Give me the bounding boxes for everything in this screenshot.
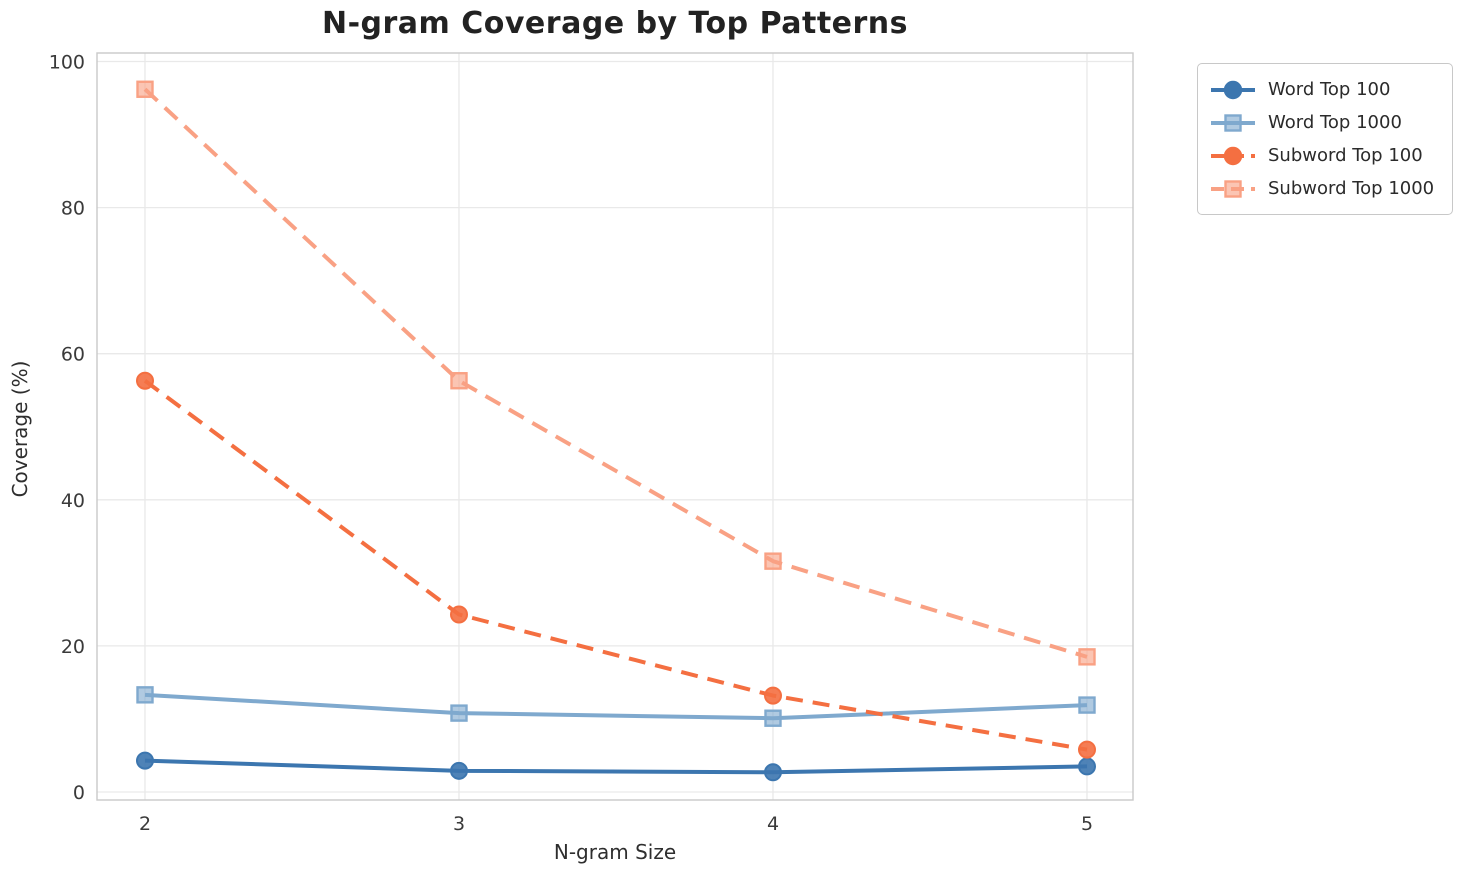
y-tick-label: 60: [61, 344, 85, 366]
y-axis-label: Coverage (%): [8, 360, 32, 498]
data-point-marker: [450, 605, 468, 624]
y-tick-label: 80: [61, 198, 85, 220]
data-point-marker: [450, 372, 468, 390]
series-line-word-top-1000: [144, 692, 1088, 721]
legend-sample-line: [1211, 146, 1255, 165]
data-point-marker: [1078, 696, 1096, 714]
legend-item-subword-top-100: Subword Top 100: [1210, 139, 1440, 172]
x-tick-label: 3: [453, 813, 465, 835]
chart-title: N-gram Coverage by Top Patterns: [321, 6, 909, 41]
data-point-marker: [136, 80, 154, 98]
legend-sample-marker: [1224, 113, 1242, 132]
legend-sample-line: [1211, 80, 1255, 99]
legend-item-word-top-100: Word Top 100: [1210, 73, 1440, 106]
legend: Word Top 100 Word Top 1000 Subword Top 100…: [1197, 63, 1453, 215]
data-point-marker: [764, 686, 782, 705]
y-tick-label: 100: [49, 52, 85, 74]
legend-item-subword-top-1000: Subword Top 1000: [1210, 172, 1440, 205]
legend-sample-line: [1211, 113, 1255, 132]
plot-frame: [96, 52, 1134, 801]
legend-sample-marker: [1223, 80, 1243, 99]
y-tick-label: 0: [73, 782, 85, 804]
data-point-marker: [136, 686, 154, 704]
data-point-marker: [764, 763, 782, 782]
x-axis-label: N-gram Size: [553, 840, 677, 864]
data-point-marker: [450, 761, 468, 780]
legend-sample-marker: [1223, 146, 1243, 165]
legend-label: Subword Top 1000: [1268, 178, 1435, 199]
data-point-marker: [136, 751, 154, 770]
data-point-marker: [136, 371, 154, 390]
data-point-marker: [764, 709, 782, 727]
legend-label: Word Top 1000: [1268, 112, 1402, 133]
legend-sample-marker: [1224, 179, 1242, 198]
y-tick-label: 20: [61, 636, 85, 658]
data-point-marker: [1078, 740, 1096, 759]
legend-sample-line: [1211, 179, 1255, 198]
x-tick-label: 5: [1081, 813, 1093, 835]
x-tick-label: 2: [139, 813, 151, 835]
x-tick-label: 4: [767, 813, 779, 835]
legend-label: Word Top 100: [1268, 79, 1391, 100]
legend-label: Subword Top 100: [1268, 145, 1423, 166]
series-line-word-top-100: [144, 758, 1088, 775]
series-line-subword-top-1000: [143, 87, 1088, 659]
series-line-subword-top-100: [143, 379, 1088, 752]
legend-item-word-top-1000: Word Top 1000: [1210, 106, 1440, 139]
data-point-marker: [450, 704, 468, 722]
y-tick-label: 40: [61, 490, 85, 512]
data-point-marker: [1078, 757, 1096, 776]
data-point-marker: [764, 552, 782, 570]
data-point-marker: [1078, 648, 1096, 666]
